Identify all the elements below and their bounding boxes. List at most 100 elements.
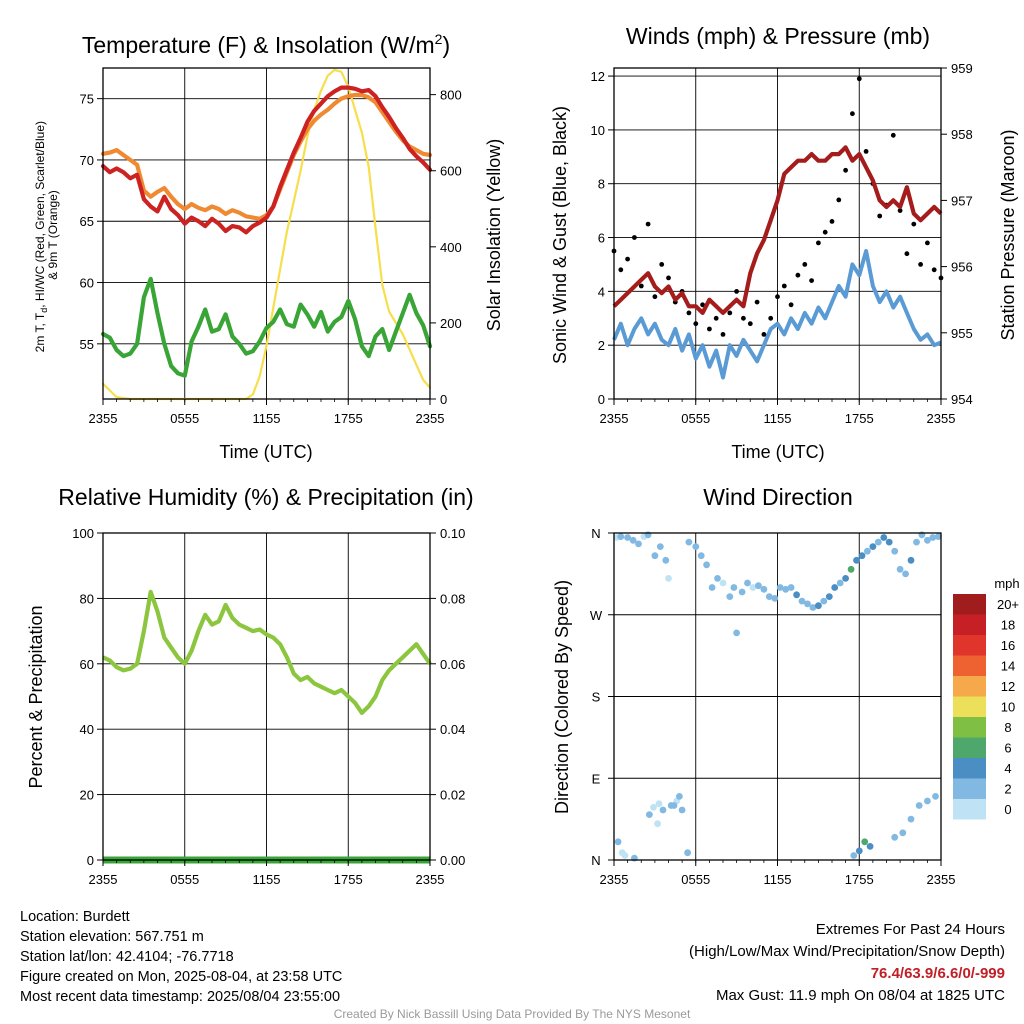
direction-point bbox=[697, 552, 705, 560]
y2-tick-label: 0 bbox=[440, 392, 447, 407]
temperature-panel: Temperature (F) & Insolation (W/m2) 2355… bbox=[33, 31, 504, 462]
direction-point bbox=[624, 534, 631, 541]
y2-tick-label: 200 bbox=[440, 316, 462, 331]
colorbar-label: 12 bbox=[1001, 679, 1015, 694]
direction-tick-label: E bbox=[592, 771, 601, 786]
y-tick-label: 20 bbox=[80, 788, 94, 803]
direction-point bbox=[782, 585, 790, 593]
direction-point bbox=[896, 565, 904, 573]
gust-point bbox=[850, 111, 855, 117]
direction-point bbox=[629, 536, 637, 544]
y-tick-label: 4 bbox=[598, 284, 605, 299]
station-latlon: Station lat/lon: 42.4104; -76.7718 bbox=[20, 949, 234, 965]
y2-tick-label: 0.00 bbox=[440, 853, 465, 868]
gust-point bbox=[761, 332, 767, 337]
credit-line: Created By Nick Bassill Using Data Provi… bbox=[333, 1007, 691, 1021]
gust-point bbox=[747, 321, 753, 327]
direction-point bbox=[907, 556, 915, 564]
extremes-title: Extremes For Past 24 Hours bbox=[815, 921, 1005, 938]
station-elevation: Station elevation: 567.751 m bbox=[20, 929, 204, 945]
direction-point bbox=[831, 584, 839, 591]
gust-point bbox=[822, 229, 828, 235]
x-tick-label: 1755 bbox=[845, 872, 874, 887]
winds-title: Winds (mph) & Pressure (mb) bbox=[626, 23, 930, 49]
dewpoint-line bbox=[100, 276, 433, 378]
direction-point bbox=[891, 547, 899, 555]
direction-point bbox=[853, 556, 860, 564]
temperature-x-axis-label: Time (UTC) bbox=[219, 442, 312, 462]
colorbar-swatch bbox=[953, 594, 986, 615]
gust-point bbox=[727, 310, 733, 316]
max-gust: Max Gust: 11.9 mph On 08/04 at 1825 UTC bbox=[715, 987, 1005, 1004]
direction-point bbox=[670, 802, 678, 809]
y-tick-label: 0 bbox=[87, 853, 94, 868]
y-tick-label: 40 bbox=[80, 722, 94, 737]
colorbar-label: 0 bbox=[1004, 802, 1011, 817]
direction-point bbox=[719, 579, 727, 587]
direction-point bbox=[842, 575, 849, 582]
direction-point bbox=[836, 579, 844, 587]
direction-point bbox=[765, 593, 773, 600]
figure-created: Figure created on Mon, 2025-08-04, at 23… bbox=[20, 969, 343, 985]
direction-point bbox=[678, 806, 686, 814]
y-tick-label: 55 bbox=[80, 337, 94, 352]
x-tick-label: 1155 bbox=[764, 872, 792, 887]
winds-y-axis-label: Sonic Wind & Gust (Blue, Black) bbox=[550, 106, 570, 364]
extremes-subtitle: (High/Low/Max Wind/Precipitation/Snow De… bbox=[689, 943, 1005, 960]
x-tick-label: 2355 bbox=[600, 411, 629, 426]
direction-point bbox=[614, 838, 622, 846]
direction-tick-label: W bbox=[590, 608, 603, 623]
x-tick-label: 2355 bbox=[416, 872, 445, 887]
gust-point bbox=[843, 167, 848, 173]
gust-point bbox=[890, 132, 896, 138]
colorbar-swatch bbox=[953, 696, 986, 717]
direction-point bbox=[934, 533, 942, 540]
wind-direction-panel: Wind Direction 2355 0555 1155 1755 2355NESWN… bbox=[552, 484, 1020, 887]
direction-point bbox=[749, 584, 757, 591]
humidity-y-axis-label: Percent & Precipitation bbox=[26, 605, 46, 788]
direction-point bbox=[760, 585, 768, 593]
direction-point bbox=[804, 600, 811, 608]
sonic-wind-line bbox=[612, 249, 942, 380]
direction-point bbox=[855, 847, 863, 855]
direction-point bbox=[924, 536, 931, 544]
wind-direction-y-axis-label: Direction (Colored By Speed) bbox=[552, 580, 572, 814]
direction-point bbox=[726, 593, 734, 600]
direction-point bbox=[869, 543, 877, 550]
solar-y-axis-label: Solar Insolation (Yellow) bbox=[484, 139, 504, 331]
gust-point bbox=[925, 240, 930, 246]
direction-point bbox=[714, 575, 721, 582]
x-tick-label: 1155 bbox=[253, 411, 281, 426]
y-tick-label: 65 bbox=[80, 214, 94, 229]
gust-point bbox=[734, 289, 739, 294]
station-info: Location: Burdett Station elevation: 567… bbox=[20, 907, 342, 1007]
colorbar-label: 10 bbox=[1001, 700, 1015, 715]
colorbar-swatch bbox=[953, 758, 986, 779]
station-location: Location: Burdett bbox=[20, 909, 130, 925]
colorbar-label: 4 bbox=[1004, 761, 1011, 776]
colorbar-label: 2 bbox=[1004, 782, 1011, 797]
colorbar-title: mph bbox=[994, 576, 1019, 591]
direction-point bbox=[755, 582, 762, 590]
direction-point bbox=[825, 593, 833, 600]
x-tick-label: 2355 bbox=[416, 411, 445, 426]
station-pressure-line bbox=[612, 145, 943, 315]
direction-point bbox=[776, 584, 784, 591]
extremes-box: Extremes For Past 24 Hours (High/Low/Max… bbox=[689, 919, 1005, 1007]
x-tick-label: 2355 bbox=[927, 872, 956, 887]
gust-point bbox=[693, 321, 699, 327]
gust-point bbox=[618, 267, 624, 273]
direction-point bbox=[654, 820, 661, 828]
direction-point bbox=[692, 543, 700, 550]
colorbar-swatch bbox=[953, 799, 986, 820]
gust-point bbox=[863, 149, 869, 154]
y-tick-label: 100 bbox=[72, 526, 94, 541]
gust-point bbox=[877, 213, 883, 219]
direction-point bbox=[703, 561, 710, 569]
gust-point bbox=[686, 310, 692, 316]
temp-2m-line bbox=[100, 85, 433, 235]
direction-point bbox=[651, 552, 659, 560]
x-tick-label: 1755 bbox=[845, 411, 874, 426]
direction-point bbox=[820, 597, 828, 605]
